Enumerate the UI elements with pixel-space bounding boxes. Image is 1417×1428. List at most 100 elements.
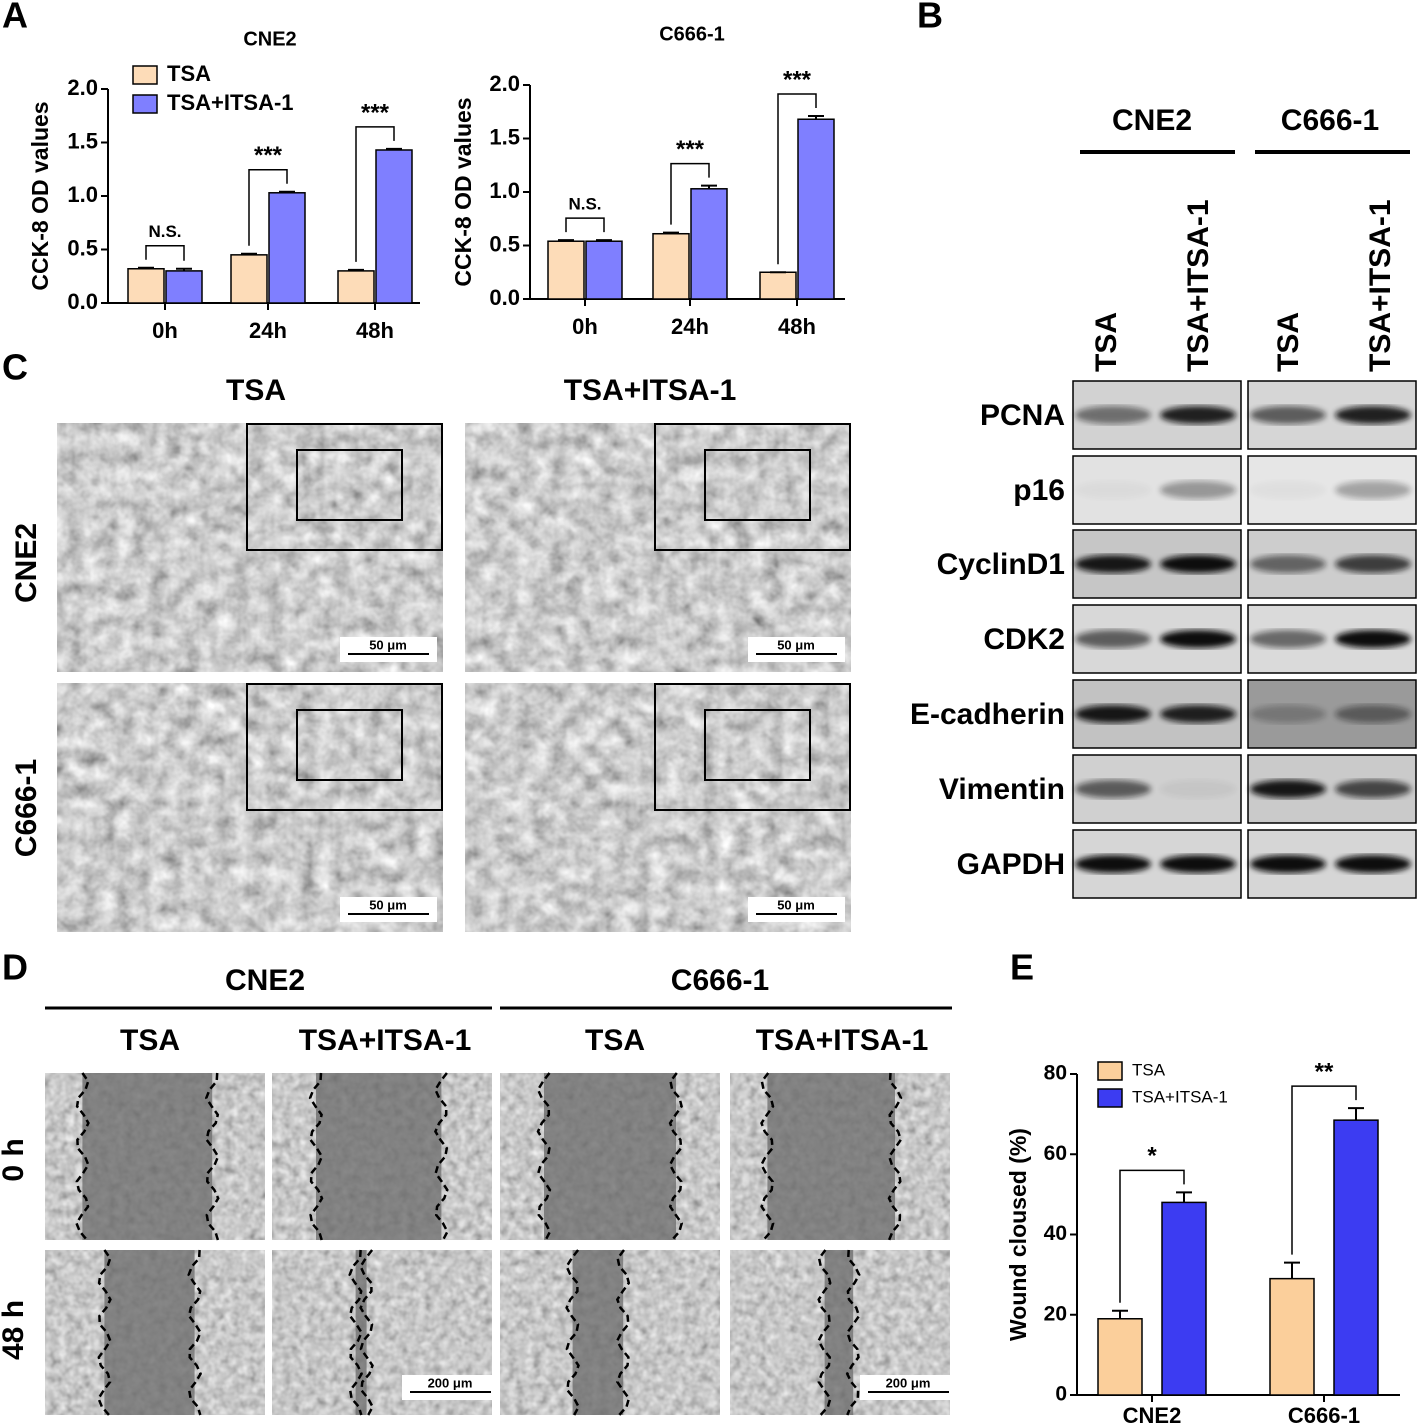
legend-swatch — [132, 94, 158, 114]
lane-label: TSA — [585, 1024, 645, 1057]
error-bar — [1112, 1309, 1128, 1319]
error-bar — [1284, 1261, 1300, 1279]
error-bar — [1348, 1107, 1364, 1121]
error-bar — [808, 115, 824, 120]
lane-label: TSA — [120, 1024, 180, 1057]
blot-band — [1335, 481, 1411, 499]
bar — [230, 254, 268, 304]
significance-bracket — [1119, 1169, 1185, 1303]
inset-box — [246, 423, 443, 551]
bar — [165, 270, 203, 304]
y-axis-label: CCK-8 OD values — [27, 101, 53, 290]
legend-label: TSA — [1132, 1060, 1166, 1079]
error-bar — [596, 239, 612, 242]
legend-swatch — [132, 65, 158, 85]
wound-edge — [845, 1249, 861, 1416]
blot-band — [1250, 630, 1326, 648]
scale-bar-box — [340, 897, 437, 922]
blot-band — [1075, 705, 1151, 723]
lane-label: TSA+ITSA-1 — [1364, 199, 1397, 372]
x-tick-label: C666-1 — [1288, 1403, 1360, 1428]
bar — [268, 192, 306, 304]
x-tick-label: 24h — [249, 318, 287, 343]
panel-label: E — [1010, 947, 1034, 988]
blot-band — [1335, 555, 1411, 573]
blot-band — [1250, 555, 1326, 573]
error-bar — [348, 268, 364, 271]
error-bar — [176, 267, 192, 271]
blot-band — [1335, 780, 1411, 798]
inset-box — [246, 683, 443, 811]
legend-label: TSA+ITSA-1 — [1132, 1087, 1228, 1106]
significance-bracket — [355, 126, 395, 262]
blot-band — [1250, 406, 1326, 424]
blot-band — [1335, 705, 1411, 723]
row-label: C666-1 — [10, 759, 43, 857]
micrograph — [464, 682, 852, 933]
y-tick-label: 2.0 — [67, 75, 98, 100]
scale-bar-box — [748, 637, 845, 662]
chart-title: C666-1 — [659, 23, 725, 45]
y-tick-label: 80 — [1044, 1062, 1067, 1085]
scale-bar-label: 200 μm — [428, 1375, 473, 1390]
group-label: CNE2 — [1112, 104, 1192, 137]
y-tick-label: 0.0 — [489, 285, 520, 310]
y-tick-label: 0.5 — [489, 231, 520, 256]
group-label: C666-1 — [1281, 104, 1379, 137]
y-tick-label: 2.0 — [489, 71, 520, 96]
x-tick-label: 48h — [778, 314, 816, 339]
legend-label: TSA+ITSA-1 — [167, 90, 294, 115]
wound-gap — [104, 1250, 195, 1415]
blot-band — [1335, 855, 1411, 873]
scale-bar-box — [748, 897, 845, 922]
bar — [1269, 1277, 1315, 1396]
significance-bracket — [670, 162, 710, 225]
error-bar — [386, 147, 402, 150]
bar — [1333, 1119, 1379, 1396]
blot-band — [1160, 630, 1236, 648]
significance-label: * — [1147, 1143, 1157, 1170]
wound-gap — [767, 1073, 895, 1240]
y-tick-label: 1.5 — [489, 124, 520, 149]
bar — [759, 271, 797, 300]
x-tick-label: 48h — [356, 318, 394, 343]
wound-edge — [187, 1249, 203, 1416]
scale-bar-label: 50 μm — [777, 637, 815, 652]
error-bar — [138, 266, 154, 269]
error-bar — [701, 184, 717, 189]
significance-bracket — [777, 93, 817, 265]
significance-label: *** — [361, 99, 390, 126]
bar — [585, 240, 623, 300]
protein-label: PCNA — [980, 399, 1065, 432]
significance-bracket — [145, 244, 185, 261]
protein-label: Vimentin — [939, 773, 1065, 806]
blot-band — [1335, 630, 1411, 648]
legend-swatch — [1097, 1088, 1123, 1108]
inset-box — [654, 423, 851, 551]
bar — [690, 188, 728, 300]
y-tick-label: 1.0 — [67, 182, 98, 207]
inset-region — [704, 449, 811, 521]
significance-bracket — [248, 168, 288, 246]
legend-swatch — [1097, 1061, 1123, 1081]
lane-label: TSA+ITSA-1 — [756, 1024, 929, 1057]
significance-label: *** — [676, 136, 705, 163]
panel-label: D — [2, 947, 28, 988]
bar — [127, 268, 165, 304]
blot-band — [1160, 705, 1236, 723]
scale-bar-label: 200 μm — [886, 1375, 931, 1390]
significance-bracket — [565, 217, 605, 233]
micrograph — [56, 422, 444, 673]
x-tick-label: 0h — [572, 314, 598, 339]
error-bar — [1176, 1191, 1192, 1203]
significance-label: ** — [1315, 1058, 1334, 1085]
error-bar — [279, 190, 295, 193]
protein-label: CyclinD1 — [937, 548, 1065, 581]
wound-edge — [536, 1072, 552, 1241]
scale-bar-box — [860, 1375, 957, 1400]
y-tick-label: 0.5 — [67, 235, 98, 260]
x-tick-label: 0h — [152, 318, 178, 343]
wound-gap — [544, 1073, 676, 1240]
significance-bracket — [1291, 1085, 1357, 1255]
blot-band — [1075, 630, 1151, 648]
